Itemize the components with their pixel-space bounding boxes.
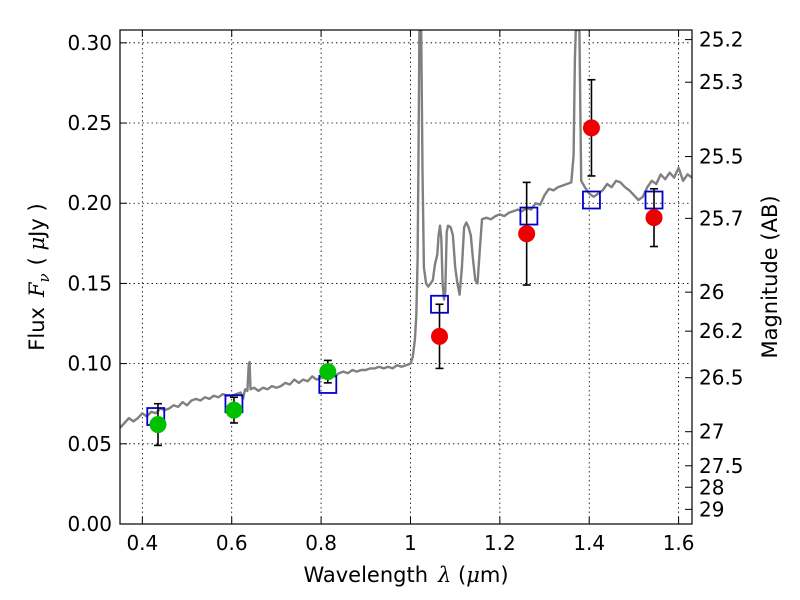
y2-axis-label: Magnitude (AB) (758, 195, 782, 358)
x-axis-label: Wavelength λ (μm) (303, 563, 508, 587)
x-tick-label: 1.6 (663, 531, 695, 555)
y-axis-label: Flux Fν ( μJy ) (25, 203, 53, 350)
x-axis-label-unit-rest: m) (480, 563, 509, 587)
red-point (518, 225, 536, 243)
data-layer (120, 30, 692, 447)
x-tick-label: 1.4 (573, 531, 605, 555)
y2-tick-label: 25.7 (699, 206, 744, 230)
x-tick-label: 0.8 (305, 531, 337, 555)
x-tick-label: 1.2 (484, 531, 516, 555)
plot-background (120, 30, 692, 524)
y2-tick-label: 27 (699, 420, 724, 444)
x-tick-label: 0.6 (216, 531, 248, 555)
y-tick-label: 0.30 (67, 31, 112, 55)
red-point (645, 209, 663, 227)
y-tick-label: 0.15 (67, 271, 112, 295)
y2-tick-label: 26 (699, 280, 724, 304)
y-axis-label-sub: ν (35, 273, 53, 282)
x-axis-label-symbol: λ (437, 563, 451, 587)
y-axis-label-prefix: Flux (25, 307, 49, 351)
x-axis-label-unit-mu: μ (466, 563, 480, 587)
x-tick-label: 1 (404, 531, 417, 555)
x-axis-label-unit-open: ( (451, 563, 466, 587)
y-tick-label: 0.05 (67, 432, 112, 456)
y2-tick-label: 27.5 (699, 454, 744, 478)
y-axis-label-unit-mu: μ (25, 237, 49, 251)
y-axis-label-symbol: F (25, 281, 49, 298)
y2-tick-label: 25.5 (699, 145, 744, 169)
y-tick-label: 0.00 (67, 512, 112, 536)
x-tick-label: 0.4 (126, 531, 158, 555)
x-axis-label-prefix: Wavelength (303, 563, 428, 587)
axis-ticks: 0.4 0.6 0.8 1 1.2 1.4 1.6 0.00 0.05 0.10 0.15 0.20 0… (67, 28, 743, 555)
y-axis-label-unit-open: ( (25, 250, 49, 265)
y2-tick-label: 29 (699, 497, 724, 521)
green-point (225, 401, 243, 419)
plot-frame (119, 29, 693, 525)
spectrum-line (120, 30, 692, 429)
y-axis-label-unit-rest: Jy ) (25, 203, 49, 239)
green-point (149, 416, 167, 434)
red-point (431, 327, 449, 345)
y2-tick-label: 26.2 (699, 319, 744, 343)
model-square (519, 206, 539, 226)
y-tick-label: 0.10 (67, 352, 112, 376)
y-tick-label: 0.25 (67, 111, 112, 135)
y2-tick-label: 28 (699, 475, 724, 499)
green-point (319, 363, 337, 381)
model-square (582, 190, 601, 210)
red-point (582, 119, 600, 137)
y2-tick-label: 25.3 (699, 70, 744, 94)
y-tick-label: 0.20 (67, 191, 112, 215)
y2-tick-label: 26.5 (699, 366, 744, 390)
y2-tick-label: 25.2 (699, 28, 744, 52)
